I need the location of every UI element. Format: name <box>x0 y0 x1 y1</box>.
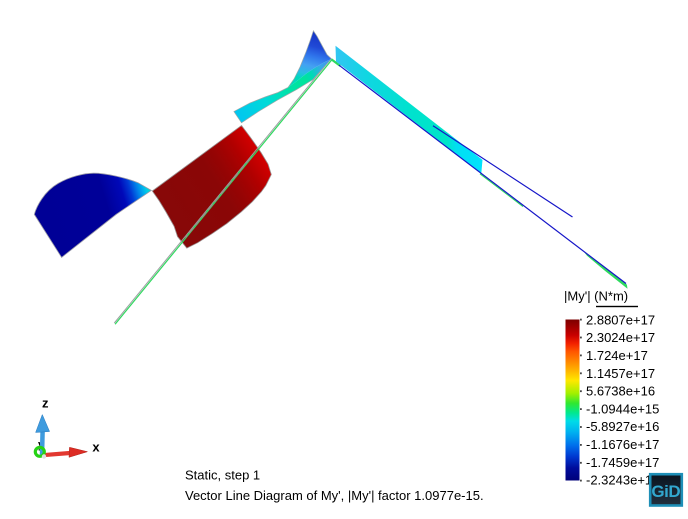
svg-text:-1.1676e+17: -1.1676e+17 <box>586 437 659 452</box>
svg-text:5.6738e+16: 5.6738e+16 <box>586 384 655 399</box>
svg-text:z: z <box>42 396 49 411</box>
svg-text:GiD: GiD <box>651 482 680 501</box>
svg-text:1.724e+17: 1.724e+17 <box>586 348 648 363</box>
svg-text:|My'| (N*m): |My'| (N*m) <box>564 289 628 304</box>
svg-text:1.1457e+17: 1.1457e+17 <box>586 366 655 381</box>
svg-text:Static, step 1: Static, step 1 <box>185 468 260 483</box>
svg-text:-1.0944e+15: -1.0944e+15 <box>586 401 659 416</box>
svg-text:2.8807e+17: 2.8807e+17 <box>586 312 655 327</box>
svg-text:Vector Line Diagram of My', |M: Vector Line Diagram of My', |My'| factor… <box>185 488 484 503</box>
svg-text:-2.3243e+17: -2.3243e+17 <box>586 473 659 488</box>
svg-text:2.3024e+17: 2.3024e+17 <box>586 330 655 345</box>
svg-text:-1.7459e+17: -1.7459e+17 <box>586 455 659 470</box>
svg-text:-5.8927e+16: -5.8927e+16 <box>586 419 659 434</box>
svg-text:x: x <box>92 440 100 455</box>
